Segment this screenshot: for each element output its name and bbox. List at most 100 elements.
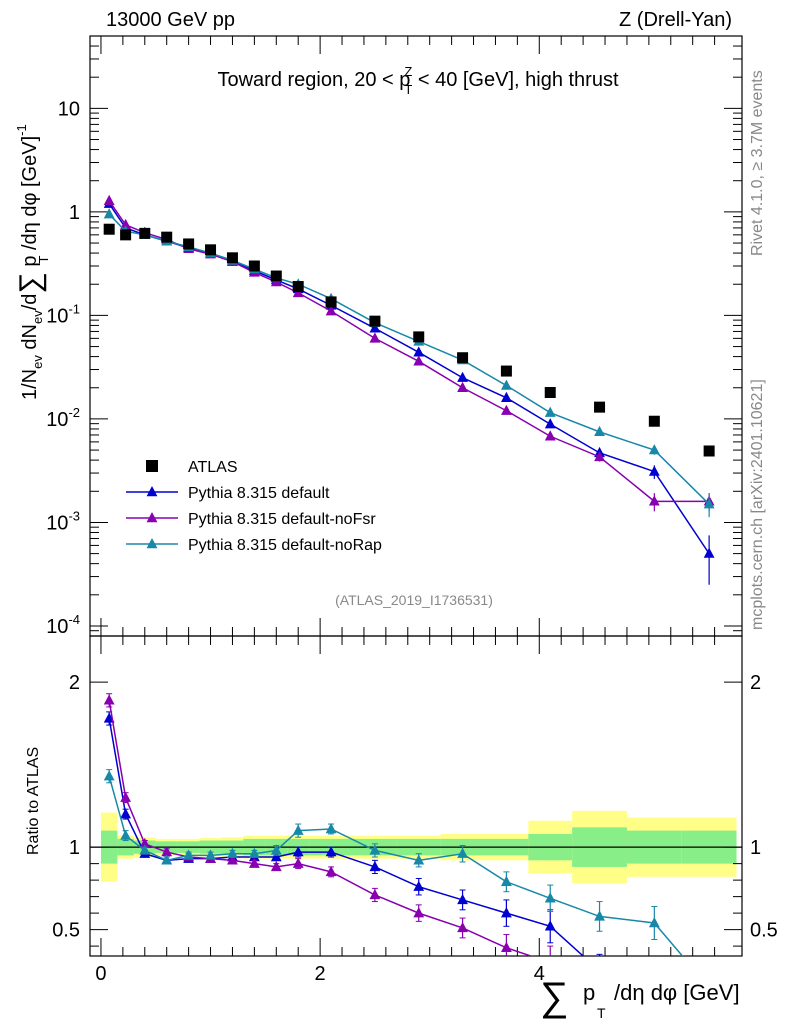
- atlas-point: [248, 260, 260, 272]
- ratio-point: [292, 857, 304, 868]
- series-point: [325, 305, 337, 316]
- ratio-point: [457, 921, 468, 933]
- ratio-panel: 0 2 4 2 2 1 1 0.5 0.5: [52, 36, 778, 985]
- ratio-point: [205, 849, 216, 860]
- x-tick-label: 2: [315, 963, 326, 985]
- energy-label: 13000 GeV pp: [106, 9, 235, 31]
- series-point: [501, 379, 512, 390]
- y-tick-label: 0.5: [52, 920, 80, 942]
- ratio-point: [413, 854, 425, 865]
- ratio-point: [369, 888, 381, 900]
- ratio-point: [120, 829, 132, 840]
- legend-label: ATLAS: [188, 459, 238, 476]
- legend-marker: [146, 512, 158, 523]
- ratio-point: [270, 860, 282, 872]
- ratio-point: [413, 880, 425, 891]
- ratio-point: [227, 854, 238, 865]
- y-tick-label: 10-3: [46, 508, 80, 534]
- y-tick-label: 1: [69, 202, 80, 224]
- atlas-point: [226, 252, 238, 264]
- ratio-point: [103, 770, 115, 781]
- y-tick-label: 1: [69, 837, 80, 859]
- x-ticks: 0 2 4: [95, 36, 716, 985]
- ratio-point: [139, 844, 151, 855]
- series-line: [108, 200, 710, 503]
- atlas-point: [270, 270, 282, 282]
- series-point: [120, 218, 132, 230]
- ratio-point: [594, 910, 605, 921]
- series-point: [457, 381, 468, 392]
- ratio-point: [325, 822, 337, 834]
- series-point: [594, 450, 605, 462]
- ratio-point: [120, 808, 132, 819]
- ratio-point: [325, 865, 337, 877]
- atlas-point: [325, 296, 337, 308]
- legend-marker: [146, 486, 158, 497]
- mcplots-label: mcplots.cern.ch [arXiv:2401.10621]: [749, 379, 766, 630]
- atlas-point: [120, 229, 132, 241]
- atlas-point: [457, 352, 469, 364]
- ratio-point: [594, 973, 605, 983]
- rivet-label: Rivet 4.1.0, ≥ 3.7M events: [749, 70, 766, 256]
- legend-marker: [146, 538, 158, 549]
- xlabel-sub: T: [597, 1005, 606, 1021]
- ratio-point: [120, 791, 132, 802]
- y-tick-label-right: 2: [750, 672, 761, 694]
- series-ratio-1: [103, 693, 605, 983]
- x-tick-label: 0: [95, 963, 106, 985]
- series-point: [594, 425, 605, 437]
- y-tick-label-right: 1: [750, 837, 761, 859]
- ratio-point: [545, 957, 556, 967]
- ratio-point: [501, 941, 512, 952]
- series-point: [544, 406, 556, 417]
- process-label: Z (Drell-Yan): [619, 9, 732, 31]
- legend-marker-atlas: [146, 460, 158, 472]
- atlas-point: [183, 238, 195, 250]
- chart-title-pre: Toward region, 20 < p: [217, 69, 410, 91]
- chart-title-sub: T: [404, 82, 412, 97]
- ratio-point: [369, 844, 381, 855]
- y-tick-label: 10: [58, 98, 80, 120]
- series-point: [369, 332, 381, 343]
- y-tick-label: 2: [69, 672, 80, 694]
- atlas-point: [139, 227, 151, 239]
- ratio-point: [648, 917, 660, 928]
- main-ylabel-text: 1/Nev dNev/d∑ pT /dη dφ [GeV]-1: [14, 124, 51, 400]
- ratio-point: [183, 849, 195, 860]
- xlabel-sum: ∑: [540, 975, 569, 1019]
- ratio-point: [103, 694, 115, 705]
- y-tick-label: 10-4: [46, 612, 80, 638]
- main-ylabel: 1/Nev dNev/d∑ pT /dη dφ [GeV]-1: [14, 124, 51, 400]
- series-point: [544, 418, 556, 429]
- series-point: [103, 194, 115, 205]
- y-tick-label-right: 0.5: [750, 920, 778, 942]
- atlas-point: [161, 231, 173, 243]
- ratio-ylabel: Ratio to ATLAS: [25, 747, 42, 855]
- atlas-point: [205, 244, 217, 256]
- ratio-point: [457, 893, 468, 905]
- series-point: [369, 322, 381, 333]
- analysis-id: (ATLAS_2019_I1736531): [335, 592, 493, 608]
- ratio-point: [270, 844, 282, 855]
- ratio-point: [270, 851, 282, 862]
- ratio-point: [594, 965, 605, 975]
- x-tick-label: 4: [534, 963, 545, 985]
- ratio-point: [161, 854, 173, 865]
- xlabel-rest: /dη dφ [GeV]: [614, 980, 740, 1005]
- ratio-frame: [89, 635, 743, 957]
- series-point: [413, 355, 425, 366]
- ratio-point: [501, 875, 512, 886]
- ratio-point: [292, 846, 304, 857]
- series-point: [703, 498, 715, 509]
- ratio-point: [544, 920, 556, 931]
- xlabel: ∑ p T /dη dφ [GeV]: [540, 975, 740, 1021]
- series-point: [501, 391, 512, 402]
- series-point: [648, 444, 660, 455]
- legend-label: Pythia 8.315 default-noRap: [188, 537, 382, 554]
- legend: ATLAS Pythia 8.315 default Pythia 8.315 de…: [126, 459, 382, 554]
- xlabel-text: p: [583, 980, 595, 1005]
- y-tick-label: 10-1: [46, 301, 80, 327]
- ratio-point: [501, 907, 512, 918]
- atlas-points: [103, 223, 715, 457]
